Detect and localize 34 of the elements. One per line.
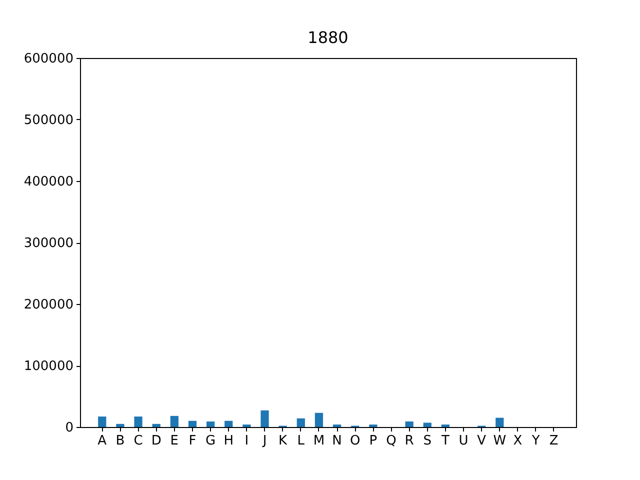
y-tick-label: 500000	[24, 113, 74, 128]
x-tick-label: D	[151, 434, 162, 448]
x-tick-label: F	[188, 434, 196, 448]
x-tick-label: B	[116, 434, 125, 448]
x-tick-label: J	[262, 434, 267, 448]
x-tick-label: T	[440, 434, 450, 448]
x-tick-label: I	[244, 434, 249, 448]
x-tick-label: K	[278, 434, 288, 448]
x-tick-label: R	[404, 434, 414, 448]
x-tick-label: H	[224, 434, 234, 448]
x-tick-label: S	[423, 434, 432, 448]
x-tick-label: G	[206, 434, 216, 448]
y-tick-label: 600000	[24, 52, 74, 66]
x-tick-label: U	[458, 434, 468, 448]
y-tick-label: 0	[65, 420, 74, 436]
y-tick-label: 200000	[24, 298, 74, 312]
x-tick-label: X	[513, 434, 522, 448]
y-tick-label: 400000	[24, 174, 74, 190]
x-tick-label: M	[313, 434, 325, 448]
x-tick-label: E	[170, 434, 179, 448]
x-tick-label: Y	[530, 434, 540, 448]
x-tick-label: C	[134, 434, 143, 448]
x-tick-label: V	[477, 434, 486, 448]
x-tick-label: W	[493, 434, 506, 448]
y-tick-label: 300000	[24, 236, 74, 251]
x-tick-label: O	[350, 434, 360, 448]
y-tick-label: 100000	[24, 359, 74, 374]
chart-title: 1880	[308, 28, 348, 47]
x-tick-label: Z	[549, 434, 558, 448]
x-tick-label: L	[297, 434, 306, 448]
x-tick-label: N	[332, 434, 342, 448]
x-tick-label: Q	[386, 434, 396, 448]
x-tick-label: P	[369, 434, 378, 448]
x-tick-label: A	[98, 434, 107, 448]
